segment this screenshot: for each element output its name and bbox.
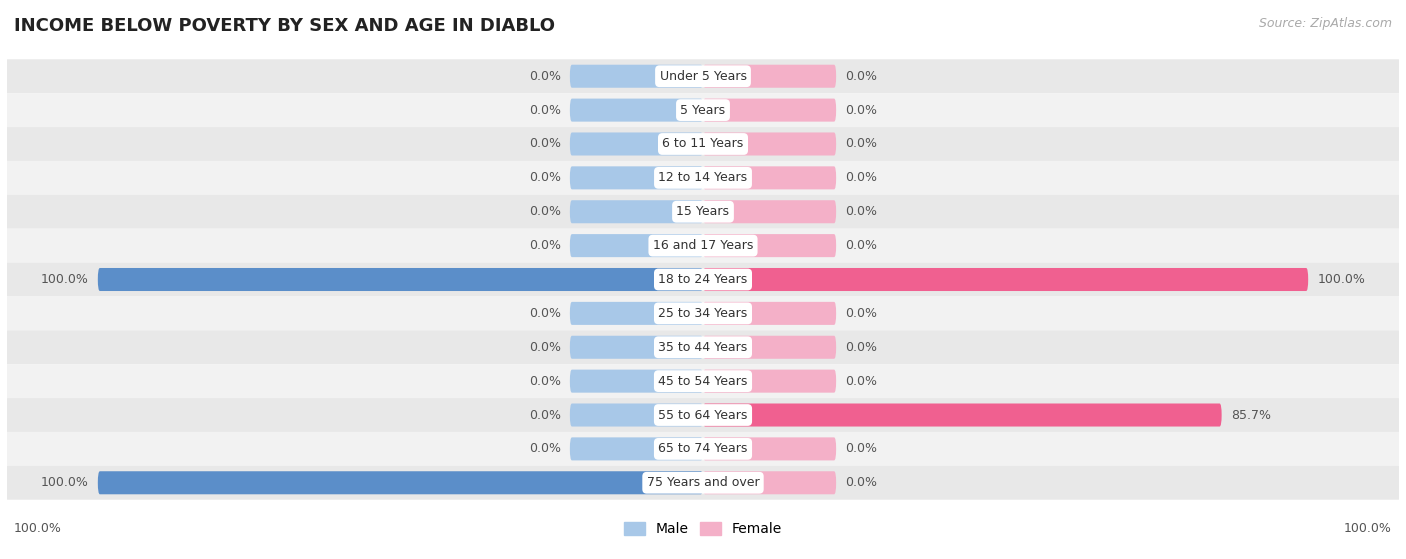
Text: 0.0%: 0.0% xyxy=(845,138,877,150)
FancyBboxPatch shape xyxy=(569,132,703,155)
FancyBboxPatch shape xyxy=(98,268,703,291)
FancyBboxPatch shape xyxy=(703,65,837,88)
Text: 0.0%: 0.0% xyxy=(529,70,561,83)
FancyBboxPatch shape xyxy=(569,167,703,190)
Text: 0.0%: 0.0% xyxy=(529,103,561,117)
Text: 25 to 34 Years: 25 to 34 Years xyxy=(658,307,748,320)
FancyBboxPatch shape xyxy=(703,369,837,392)
Text: 6 to 11 Years: 6 to 11 Years xyxy=(662,138,744,150)
Text: 0.0%: 0.0% xyxy=(845,307,877,320)
Text: 35 to 44 Years: 35 to 44 Years xyxy=(658,341,748,354)
Text: 0.0%: 0.0% xyxy=(845,205,877,218)
FancyBboxPatch shape xyxy=(569,369,703,392)
FancyBboxPatch shape xyxy=(703,336,837,359)
Text: 0.0%: 0.0% xyxy=(845,103,877,117)
Text: 0.0%: 0.0% xyxy=(845,442,877,456)
Text: 45 to 54 Years: 45 to 54 Years xyxy=(658,375,748,387)
Text: 75 Years and over: 75 Years and over xyxy=(647,476,759,489)
Text: 55 to 64 Years: 55 to 64 Years xyxy=(658,409,748,421)
Text: 100.0%: 100.0% xyxy=(1344,522,1392,535)
Text: 0.0%: 0.0% xyxy=(845,70,877,83)
FancyBboxPatch shape xyxy=(569,200,703,223)
Text: 0.0%: 0.0% xyxy=(529,375,561,387)
Text: 5 Years: 5 Years xyxy=(681,103,725,117)
FancyBboxPatch shape xyxy=(703,471,837,494)
FancyBboxPatch shape xyxy=(7,161,1399,195)
Text: INCOME BELOW POVERTY BY SEX AND AGE IN DIABLO: INCOME BELOW POVERTY BY SEX AND AGE IN D… xyxy=(14,17,555,35)
Text: 100.0%: 100.0% xyxy=(41,273,89,286)
FancyBboxPatch shape xyxy=(703,167,837,190)
FancyBboxPatch shape xyxy=(7,59,1399,93)
FancyBboxPatch shape xyxy=(703,437,837,461)
FancyBboxPatch shape xyxy=(569,437,703,461)
Text: 85.7%: 85.7% xyxy=(1230,409,1271,421)
FancyBboxPatch shape xyxy=(7,398,1399,432)
Text: 100.0%: 100.0% xyxy=(1317,273,1365,286)
FancyBboxPatch shape xyxy=(98,471,703,494)
FancyBboxPatch shape xyxy=(7,263,1399,296)
Text: 15 Years: 15 Years xyxy=(676,205,730,218)
Text: 0.0%: 0.0% xyxy=(529,307,561,320)
FancyBboxPatch shape xyxy=(569,98,703,122)
FancyBboxPatch shape xyxy=(569,234,703,257)
Text: 0.0%: 0.0% xyxy=(529,409,561,421)
FancyBboxPatch shape xyxy=(703,234,837,257)
Text: 0.0%: 0.0% xyxy=(529,341,561,354)
Text: 0.0%: 0.0% xyxy=(529,442,561,456)
Text: 0.0%: 0.0% xyxy=(845,172,877,184)
Text: 0.0%: 0.0% xyxy=(529,172,561,184)
FancyBboxPatch shape xyxy=(703,132,837,155)
FancyBboxPatch shape xyxy=(7,432,1399,466)
Text: 18 to 24 Years: 18 to 24 Years xyxy=(658,273,748,286)
Text: 0.0%: 0.0% xyxy=(845,375,877,387)
FancyBboxPatch shape xyxy=(703,302,837,325)
FancyBboxPatch shape xyxy=(569,65,703,88)
FancyBboxPatch shape xyxy=(7,195,1399,229)
Text: 0.0%: 0.0% xyxy=(845,341,877,354)
FancyBboxPatch shape xyxy=(569,302,703,325)
Text: 0.0%: 0.0% xyxy=(529,138,561,150)
FancyBboxPatch shape xyxy=(703,200,837,223)
FancyBboxPatch shape xyxy=(703,268,1308,291)
FancyBboxPatch shape xyxy=(703,404,1222,427)
FancyBboxPatch shape xyxy=(7,127,1399,161)
Text: 16 and 17 Years: 16 and 17 Years xyxy=(652,239,754,252)
Text: 0.0%: 0.0% xyxy=(529,239,561,252)
FancyBboxPatch shape xyxy=(569,404,703,427)
Text: Under 5 Years: Under 5 Years xyxy=(659,70,747,83)
Text: 0.0%: 0.0% xyxy=(845,239,877,252)
FancyBboxPatch shape xyxy=(569,336,703,359)
Text: 0.0%: 0.0% xyxy=(845,476,877,489)
FancyBboxPatch shape xyxy=(7,466,1399,500)
Text: 65 to 74 Years: 65 to 74 Years xyxy=(658,442,748,456)
FancyBboxPatch shape xyxy=(7,296,1399,330)
Text: 0.0%: 0.0% xyxy=(529,205,561,218)
FancyBboxPatch shape xyxy=(7,330,1399,364)
Text: Source: ZipAtlas.com: Source: ZipAtlas.com xyxy=(1258,17,1392,30)
FancyBboxPatch shape xyxy=(7,364,1399,398)
Legend: Male, Female: Male, Female xyxy=(624,523,782,537)
Text: 12 to 14 Years: 12 to 14 Years xyxy=(658,172,748,184)
FancyBboxPatch shape xyxy=(7,229,1399,263)
FancyBboxPatch shape xyxy=(7,93,1399,127)
Text: 100.0%: 100.0% xyxy=(41,476,89,489)
Text: 100.0%: 100.0% xyxy=(14,522,62,535)
FancyBboxPatch shape xyxy=(703,98,837,122)
